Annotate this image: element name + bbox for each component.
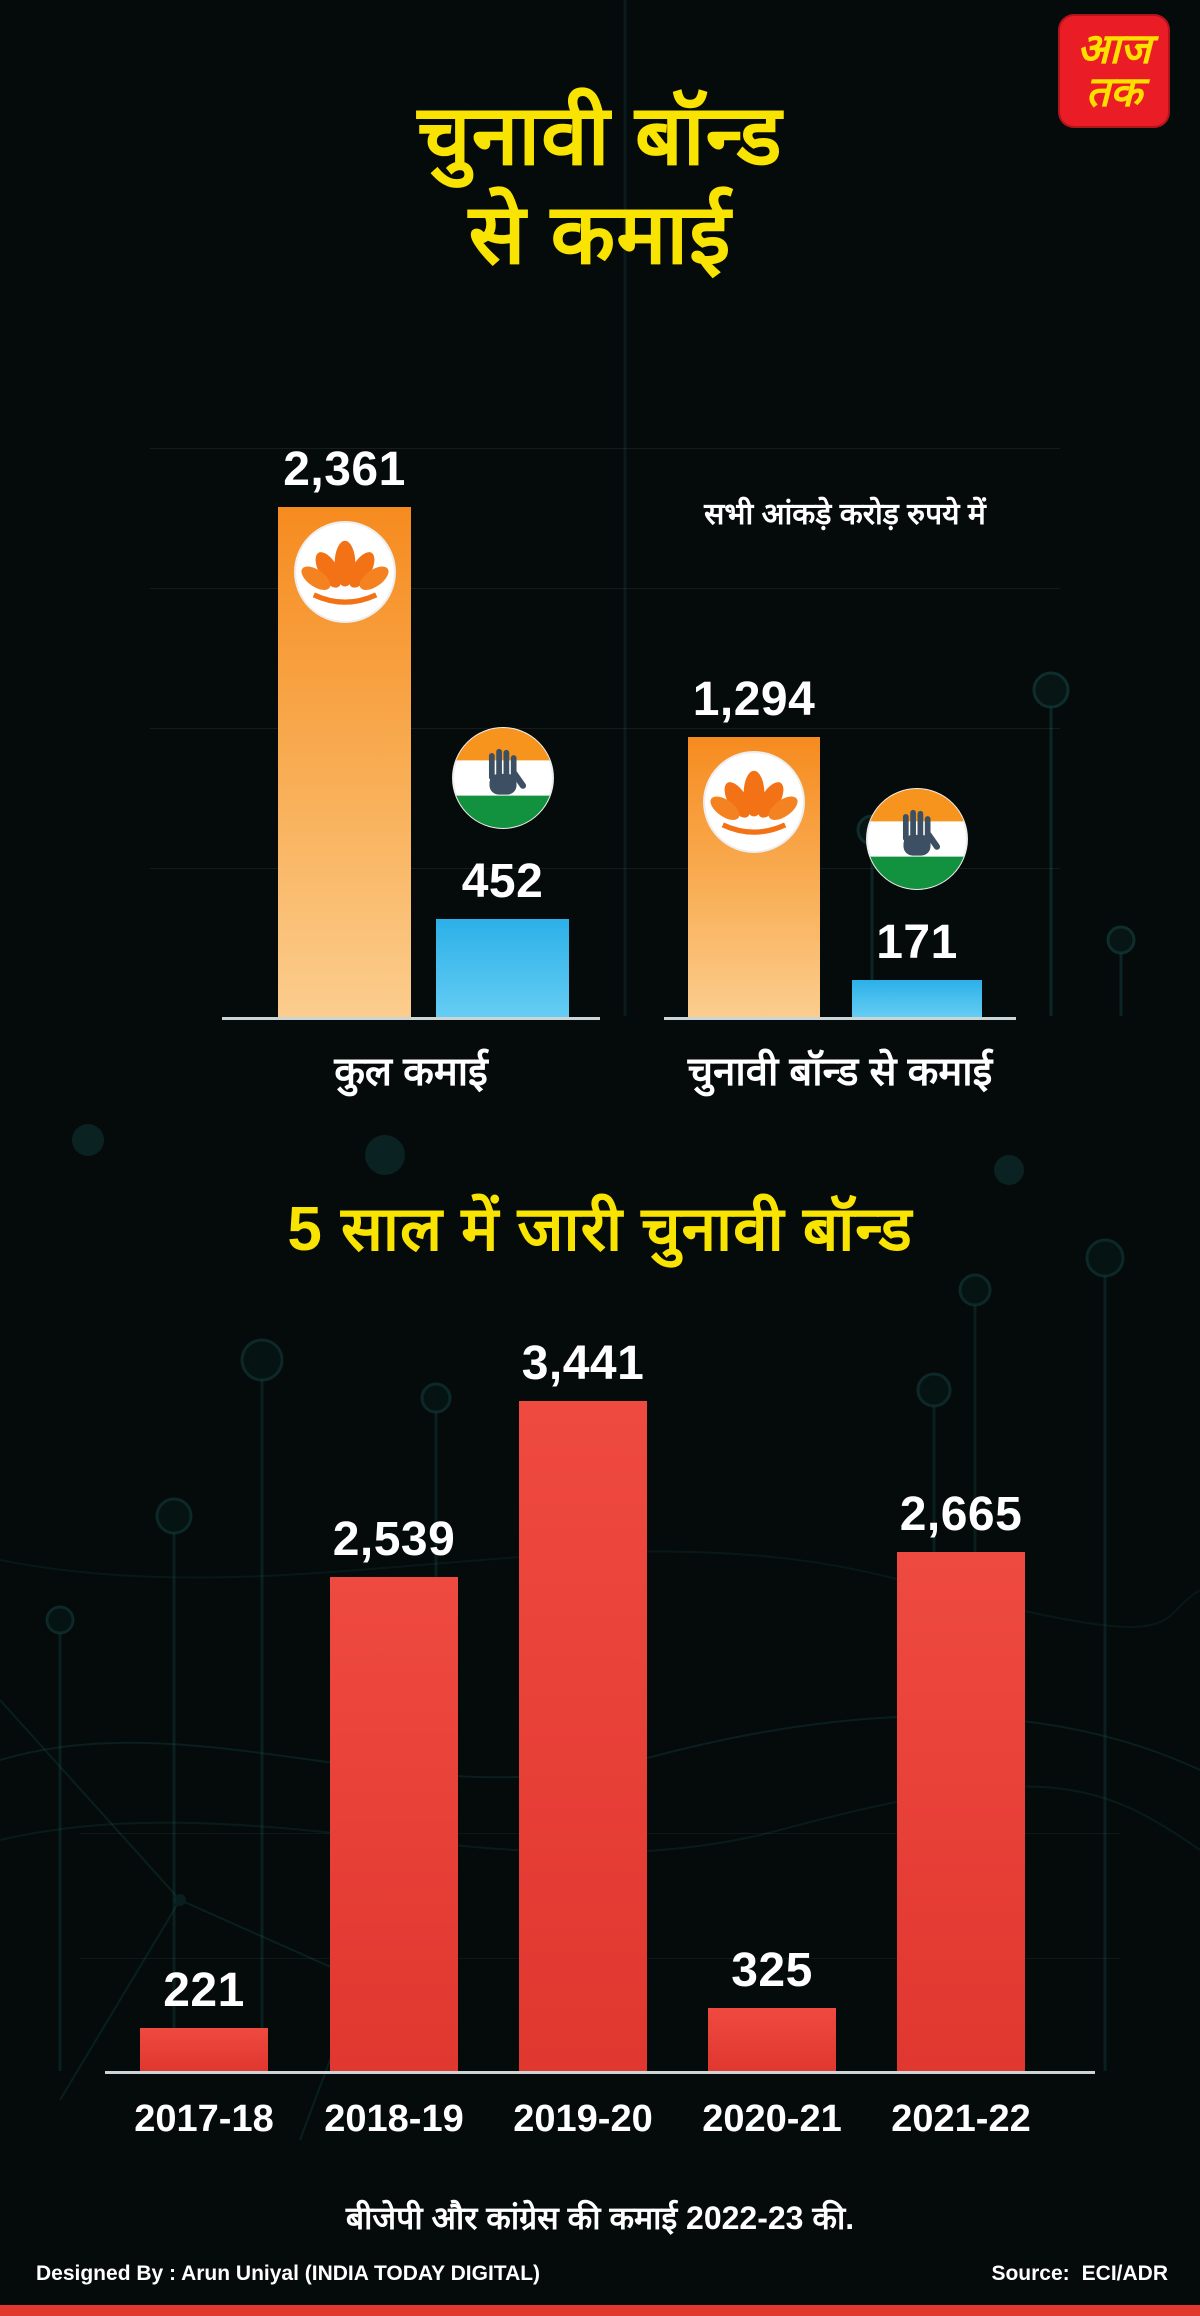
bond-bar-2020-21 xyxy=(708,2008,836,2071)
bar-column-2020-21: 325 xyxy=(708,1943,836,2071)
bar-value-congress-bond: 171 xyxy=(876,916,958,969)
chart1-gridline xyxy=(150,728,1060,729)
designed-by: Designed By : Arun Uniyal (INDIA TODAY D… xyxy=(36,2262,541,2285)
aajtak-logo-text-bottom: तक xyxy=(1085,68,1143,115)
congress-bond-bar xyxy=(852,980,982,1017)
section-title-bonds: 5 साल में जारी चुनावी बॉन्ड xyxy=(287,1195,913,1264)
bottom-red-strip xyxy=(0,2305,1200,2316)
category-label: 2017-18 xyxy=(134,2098,274,2140)
bond-bar-2021-22 xyxy=(897,1552,1025,2071)
chart1-gridline xyxy=(150,448,1060,449)
category-label: 2018-19 xyxy=(324,2098,464,2140)
page-title-line2: से कमाई xyxy=(468,187,732,282)
bjp-logo-icon xyxy=(703,751,805,853)
bar-value-congress-total: 452 xyxy=(461,855,544,908)
bjp-bond-bar xyxy=(688,737,820,1017)
bar-value-bjp-bond: 1,294 xyxy=(692,673,816,726)
aajtak-logo: आज तक xyxy=(1058,14,1170,128)
bar-value: 2,539 xyxy=(332,1513,456,1566)
bar-column-2018-19: 2,539 xyxy=(330,1512,458,2071)
bar-value: 2,665 xyxy=(899,1488,1023,1541)
chart1-gridline xyxy=(150,588,1060,589)
bar-value: 325 xyxy=(731,1944,813,1997)
chart1-axis-group2 xyxy=(664,1017,1016,1020)
bar-column-bjp-total: 2,361 xyxy=(278,442,411,1017)
bar-column-2017-18: 221 xyxy=(140,1963,268,2071)
page-title: चुनावी बॉन्ड से कमाई xyxy=(0,86,1200,284)
bar-value: 221 xyxy=(163,1964,245,2017)
source-label: Source: xyxy=(991,2262,1070,2285)
bar-column-2019-20: 3,441 xyxy=(519,1336,647,2071)
category-label: 2020-21 xyxy=(702,2098,842,2140)
chart2-axis xyxy=(105,2071,1095,2074)
congress-total-bar xyxy=(436,919,569,1017)
group-label-total: कुल कमाई xyxy=(334,1050,488,1094)
bar-value-bjp-total: 2,361 xyxy=(283,443,406,496)
category-label: 2019-20 xyxy=(513,2098,653,2140)
units-note: सभी आंकड़े करोड़ रुपये में xyxy=(704,498,986,531)
bond-bar-2019-20 xyxy=(519,1401,647,2071)
chart1-axis-group1 xyxy=(222,1017,600,1020)
bjp-total-bar xyxy=(278,507,411,1017)
bar-column-congress-bond: 171 xyxy=(852,787,982,1017)
bar-column-congress-total: 452 xyxy=(436,726,569,1017)
chart1-gridline xyxy=(150,868,1060,869)
category-label: 2021-22 xyxy=(891,2098,1031,2140)
group-label-bond: चुनावी बॉन्ड से कमाई xyxy=(687,1050,993,1094)
aajtak-logo-text-top: आज xyxy=(1076,25,1152,73)
bond-bar-2018-19 xyxy=(330,1577,458,2071)
page-title-line1: चुनावी बॉन्ड xyxy=(417,88,783,182)
bjp-logo-icon xyxy=(293,521,396,623)
caption: बीजेपी और कांग्रेस की कमाई 2022-23 की. xyxy=(345,2200,855,2236)
bond-bar-2017-18 xyxy=(140,2028,268,2071)
bar-value: 3,441 xyxy=(521,1337,645,1390)
source-credit: Source: ECI/ADR xyxy=(991,2262,1168,2286)
source-value: ECI/ADR xyxy=(1081,2262,1168,2285)
bar-column-2021-22: 2,665 xyxy=(897,1487,1025,2071)
congress-logo-icon xyxy=(451,727,554,829)
congress-logo-icon xyxy=(866,788,968,890)
bar-column-bjp-bond: 1,294 xyxy=(688,672,820,1017)
